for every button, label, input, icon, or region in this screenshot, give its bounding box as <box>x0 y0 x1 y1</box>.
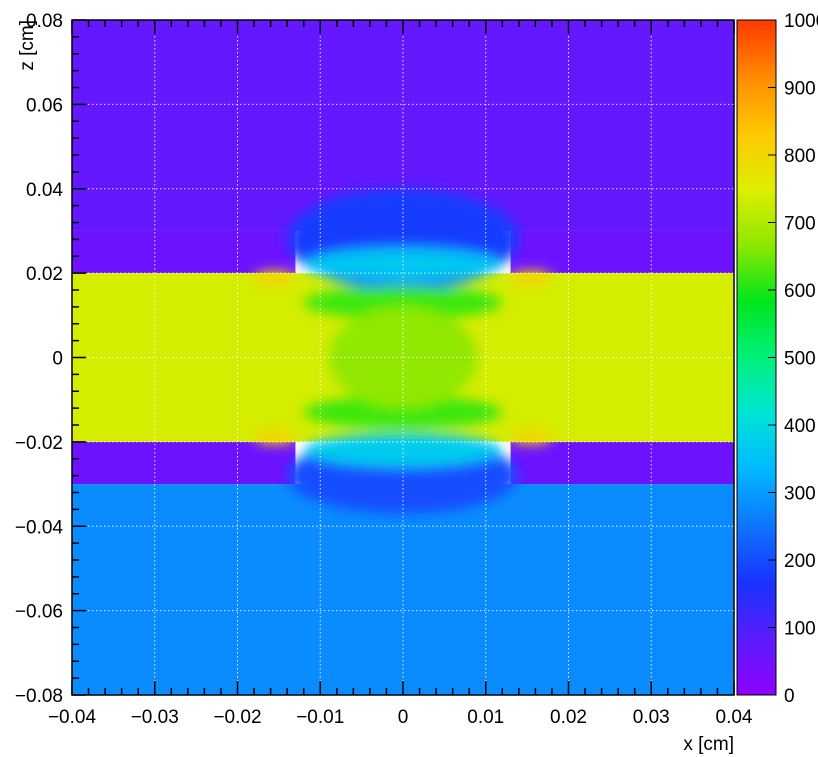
x-tick-label: −0.03 <box>131 707 179 728</box>
x-tick-label: 0.01 <box>467 707 504 728</box>
colorbar-tick-label: 600 <box>784 281 816 302</box>
colorbar-tick-label: 900 <box>784 79 816 100</box>
x-tick-labels: −0.04 −0.03 −0.02 −0.01 0 0.01 0.02 0.03 0.04 <box>48 707 753 728</box>
colorbar-tick-label: 500 <box>784 349 816 370</box>
y-tick-label: 0 <box>52 349 63 370</box>
y-tick-label: −0.08 <box>15 686 63 707</box>
x-tick-label: 0.02 <box>550 707 587 728</box>
colorbar-tick-label: 200 <box>784 551 816 572</box>
y-tick-label: −0.04 <box>15 517 64 538</box>
grid <box>72 20 734 695</box>
heatmap-feature-4 <box>303 285 503 320</box>
y-tick-label: −0.06 <box>15 602 63 623</box>
x-tick-label: −0.01 <box>296 707 344 728</box>
y-tick-label: 0.08 <box>26 11 63 32</box>
heatmap-region-4 <box>510 441 734 485</box>
colorbar-tick-label: 800 <box>784 146 816 167</box>
x-tick-label: −0.02 <box>213 707 261 728</box>
x-tick-label: 0.03 <box>633 707 670 728</box>
axis-ticks <box>71 19 735 696</box>
y-tick-labels: −0.08 −0.06 −0.04 −0.02 0 0.02 0.04 0.06 0.08 <box>15 11 64 707</box>
x-axis-title: x [cm] <box>683 734 734 755</box>
y-axis-title: z [cm] <box>17 20 38 71</box>
heatmap-regions <box>72 20 734 695</box>
x-tick-label: −0.04 <box>48 707 97 728</box>
heatmap-feature-7 <box>254 271 296 284</box>
heatmap-region-2 <box>510 230 734 274</box>
heatmap-region-3 <box>72 441 296 485</box>
colorbar-tick-label: 300 <box>784 484 816 505</box>
heatmap-region-5 <box>72 484 734 695</box>
y-tick-label: 0.06 <box>26 95 63 116</box>
colorbar-tick-label: 0 <box>784 686 795 707</box>
heatmap-feature-9 <box>254 431 296 444</box>
y-tick-label: 0.02 <box>26 264 63 285</box>
heatmap-feature-3 <box>303 433 503 468</box>
x-tick-label: 0.04 <box>716 707 753 728</box>
heatmap-feature-8 <box>510 271 552 284</box>
x-tick-label: 0 <box>398 707 409 728</box>
colorbar-tick-label: 400 <box>784 416 816 437</box>
heatmap-region-1 <box>72 230 296 274</box>
y-tick-label: −0.02 <box>15 433 63 454</box>
heatmap-feature-10 <box>510 431 552 444</box>
colorbar-tick-label: 1000 <box>784 11 818 32</box>
y-tick-label: 0.04 <box>26 180 63 201</box>
colorbar-tick-label: 100 <box>784 619 816 640</box>
colorbar-tick-label: 700 <box>784 214 816 235</box>
colorbar-tick-labels: 0 100 200 300 400 500 600 700 800 900 1000 <box>768 11 818 707</box>
